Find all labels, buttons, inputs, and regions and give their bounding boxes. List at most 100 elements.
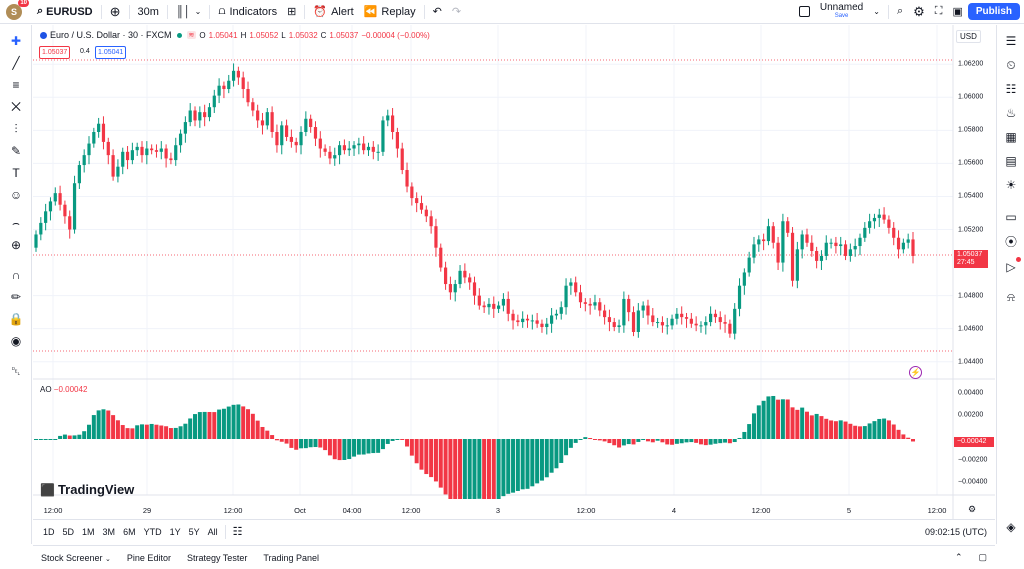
indicators-button[interactable]: ⩍ Indicators	[218, 5, 278, 18]
expand-panel-icon[interactable]: ⌃	[954, 552, 963, 562]
magnet-icon[interactable]: ∩	[11, 268, 21, 282]
currency-button[interactable]: USD	[956, 30, 981, 43]
candle-body	[752, 244, 756, 258]
user-avatar[interactable]: S 10	[6, 0, 29, 20]
ao-bar	[612, 439, 617, 446]
legend-settings-button[interactable]: ≋	[186, 31, 197, 39]
text-icon[interactable]: T	[12, 166, 20, 180]
symbol-name[interactable]: Euro / U.S. Dollar · 30 · FXCM	[50, 30, 172, 40]
interval-button[interactable]: 30m	[137, 5, 159, 18]
undo-button[interactable]: ↶	[428, 0, 447, 24]
ao-bar	[409, 439, 414, 456]
brush-icon[interactable]: ✎	[10, 144, 22, 158]
ideas-lightbulb-icon[interactable]: ☀	[1005, 178, 1017, 192]
news-icon[interactable]: ▤	[1005, 154, 1017, 168]
ao-bar	[332, 439, 337, 460]
candle-body	[694, 323, 698, 326]
goto-date-icon[interactable]: ☷	[232, 526, 243, 538]
alerts-clock-icon[interactable]: ⏲	[1006, 57, 1016, 72]
timeframe-all[interactable]: All	[207, 526, 218, 537]
timeframe-6m[interactable]: 6M	[123, 526, 136, 537]
candle-body	[684, 317, 689, 319]
chat-icon[interactable]: ▭	[1005, 210, 1017, 224]
quick-search-button[interactable]: ⌕	[892, 0, 908, 24]
replay-button[interactable]: ⏪ Replay	[363, 5, 416, 19]
clock-display[interactable]: 09:02:15 (UTC)	[924, 526, 987, 537]
tradingview-logo[interactable]: ⬛ TradingView	[40, 482, 135, 497]
emoji-icon[interactable]: ☺	[9, 188, 23, 202]
timeframe-3m[interactable]: 3M	[102, 526, 116, 537]
lock-icon[interactable]: 🔒	[8, 312, 24, 326]
candle-body	[704, 322, 708, 326]
ao-bar	[212, 412, 217, 439]
settings-button[interactable]: ⚙	[908, 0, 930, 24]
candle-body	[453, 284, 457, 293]
alert-button[interactable]: ⏰ Alert	[313, 5, 354, 19]
candle-body	[607, 317, 612, 323]
tab-strategy-tester[interactable]: Strategy Tester	[186, 552, 248, 563]
candle-body	[877, 214, 881, 218]
fullscreen-button[interactable]: ⛶	[930, 0, 948, 24]
object-tree-icon[interactable]: ☷	[1005, 82, 1017, 96]
chart-type-button[interactable]: ║│ ⌄	[171, 0, 206, 24]
watchlist-icon[interactable]: ☰	[1005, 34, 1017, 48]
timeframe-1d[interactable]: 1D	[43, 526, 55, 537]
search-icon: ⌕	[37, 5, 44, 17]
ao-bar	[106, 410, 111, 439]
streams-icon[interactable]: ⦿	[1004, 234, 1017, 249]
candle-body	[366, 146, 371, 151]
timeframe-5y[interactable]: 5Y	[188, 526, 200, 537]
chart-canvas[interactable]	[33, 25, 995, 519]
tab-trading-panel[interactable]: Trading Panel	[263, 552, 320, 563]
candle-body	[699, 325, 703, 327]
calendar-icon[interactable]: ▦	[1005, 130, 1017, 144]
ao-bar	[645, 439, 650, 442]
fib-retracement-icon[interactable]: ≡	[12, 78, 20, 92]
play-icon[interactable]: ▷	[1003, 257, 1021, 275]
templates-button[interactable]: ⊞	[282, 0, 301, 24]
pattern-icon[interactable]: ⨉	[11, 99, 21, 114]
timeframe-5d[interactable]: 5D	[62, 526, 75, 537]
ao-bar	[217, 409, 222, 439]
timeframe-1y[interactable]: 1Y	[169, 526, 181, 537]
zoom-in-icon[interactable]: ⊕	[10, 238, 22, 252]
ao-bar	[708, 439, 713, 445]
candle-body	[525, 318, 530, 321]
layers-icon[interactable]: ◈	[1006, 520, 1016, 534]
maximize-panel-icon[interactable]: ▢	[978, 552, 987, 562]
lock-drawing-icon[interactable]: ✏	[10, 290, 22, 304]
layout-menu-button[interactable]: ⌄	[868, 0, 885, 24]
layout-toggle[interactable]	[794, 0, 815, 24]
timeframe-ytd[interactable]: YTD	[143, 526, 162, 537]
hotlist-icon[interactable]: ♨	[1005, 106, 1017, 120]
market-status-icon[interactable]	[176, 32, 182, 38]
timeframe-1m[interactable]: 1M	[82, 526, 95, 537]
ao-bar	[43, 439, 48, 440]
ruler-icon[interactable]: ⌢	[12, 215, 20, 230]
publish-button[interactable]: Publish	[967, 3, 1020, 20]
tab-pine-editor[interactable]: Pine Editor	[126, 552, 171, 563]
ao-bar	[82, 431, 87, 439]
snapshot-button[interactable]: ▣	[947, 0, 967, 24]
crosshair-icon[interactable]: ✚	[10, 34, 22, 48]
compare-symbol-button[interactable]: ⊕	[105, 0, 126, 24]
prediction-icon[interactable]: ⫶	[14, 121, 18, 136]
redo-button[interactable]: ↷	[447, 0, 466, 24]
ao-bar	[120, 425, 125, 439]
time-tick-label: 12:00	[751, 506, 771, 515]
ao-bar	[482, 439, 487, 499]
eye-icon[interactable]: ◉	[10, 334, 22, 348]
ao-bar	[376, 439, 381, 453]
tab-stock-screener[interactable]: Stock Screener ⌄	[41, 552, 111, 563]
notifications-bell-icon[interactable]: ⍾	[1007, 289, 1015, 304]
scale-settings-icon[interactable]: ⚙	[968, 504, 977, 514]
symbol-search[interactable]: ⌕ EURUSD	[37, 5, 93, 18]
ao-bar	[327, 439, 332, 456]
trendline-icon[interactable]: ╱	[12, 56, 20, 70]
layout-name[interactable]: Unnamed Save	[819, 1, 864, 19]
lightning-icon[interactable]: ⚡	[909, 366, 922, 379]
trash-icon[interactable]: ␡	[11, 363, 21, 378]
ao-bar	[670, 439, 675, 445]
sell-price-button[interactable]: 1.05037	[39, 46, 71, 59]
buy-price-button[interactable]: 1.05041	[95, 46, 127, 59]
